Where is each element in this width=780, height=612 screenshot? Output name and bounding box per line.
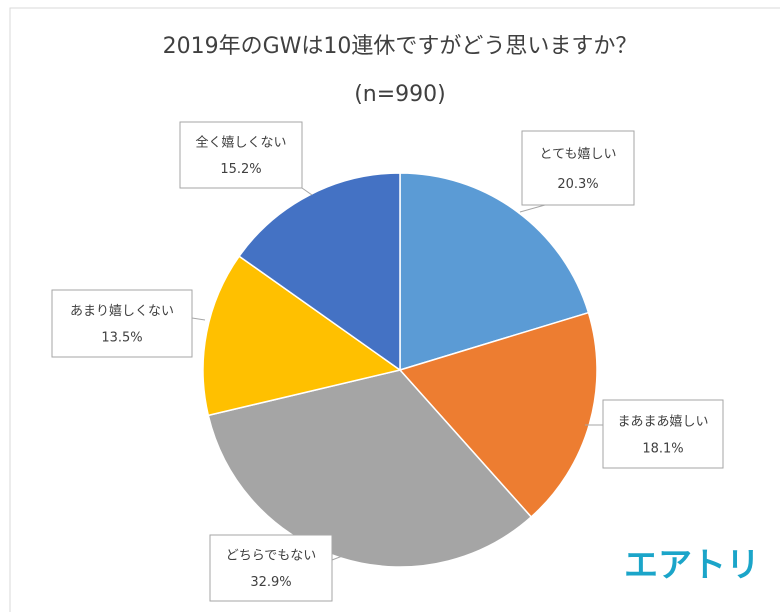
callout-box <box>179 121 303 189</box>
callout-box <box>602 399 724 469</box>
slice-label: とても嬉しい <box>540 147 617 162</box>
pie-slice <box>202 255 402 417</box>
slice-value-label: 15.2% <box>220 162 261 177</box>
callout-box <box>209 534 333 602</box>
leader-line <box>331 554 346 561</box>
pie-slice <box>238 172 401 372</box>
pie-slice <box>398 311 598 519</box>
chart-subtitle: (n=990) <box>354 82 446 107</box>
slice-value-label: 32.9% <box>250 575 291 590</box>
slice-value-label: 18.1% <box>642 441 683 456</box>
slice-label: 全く嬉しくない <box>195 135 286 151</box>
leader-line <box>301 187 313 196</box>
callout-box <box>51 289 193 358</box>
slice-value-label: 20.3% <box>557 177 598 192</box>
pie-slice <box>207 369 533 568</box>
slice-label: まあまあ嬉しい <box>617 414 708 429</box>
slice-label: あまり嬉しくない <box>70 304 174 319</box>
pie-slice <box>399 172 590 372</box>
slice-value-label: 13.5% <box>101 331 142 346</box>
leader-line <box>191 317 206 321</box>
chart-title: 2019年のGWは10連休ですがどう思いますか？ <box>163 34 638 59</box>
leader-line <box>519 204 546 213</box>
logo: エアトリ <box>624 546 760 586</box>
callout-box <box>521 130 635 206</box>
slice-label: どちらでもない <box>226 549 317 564</box>
chart-frame <box>9 7 780 612</box>
